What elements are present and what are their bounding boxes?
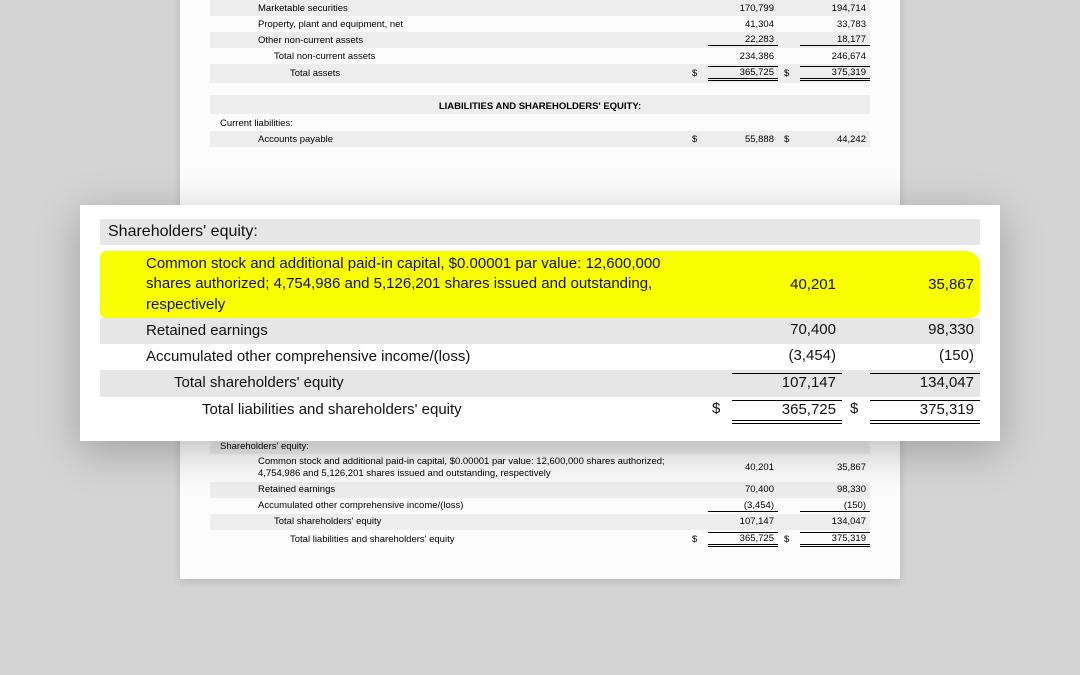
table-row: Accumulated other comprehensive income/(… <box>100 344 980 370</box>
table-row: Total liabilities and shareholders' equi… <box>100 397 980 427</box>
row-value-col1: 107,147 <box>732 373 842 391</box>
row-label: Marketable securities <box>232 3 686 14</box>
row-value-col1: 170,799 <box>708 3 778 14</box>
row-label: Total liabilities and shareholders' equi… <box>128 400 704 420</box>
table-row: Retained earnings 70,400 98,330 <box>210 482 870 498</box>
row-label: Retained earnings <box>232 484 686 495</box>
row-value-col2: 18,177 <box>800 34 870 46</box>
currency-symbol: $ <box>842 400 870 417</box>
table-row: Total non-current assets 234,386 246,674 <box>210 48 870 64</box>
row-value-col2: 246,674 <box>800 51 870 62</box>
row-label: Property, plant and equipment, net <box>232 19 686 30</box>
table-row: Marketable securities 170,799 194,714 <box>210 0 870 16</box>
row-label: Accumulated other comprehensive income/(… <box>128 347 704 367</box>
row-value-col2: 375,319 <box>800 66 870 81</box>
row-value-col2: 375,319 <box>800 532 870 547</box>
subsection-heading: Current liabilities: <box>210 114 870 131</box>
row-value-col2: 44,242 <box>800 134 870 145</box>
table-row: Total liabilities and shareholders' equi… <box>210 530 870 549</box>
row-value-col2: 134,047 <box>870 373 980 391</box>
currency-symbol: $ <box>704 400 732 417</box>
row-value-col2: (150) <box>800 500 870 512</box>
row-value-col1: 22,283 <box>708 34 778 46</box>
row-value-col1: (3,454) <box>732 347 842 364</box>
row-value-col2: 33,783 <box>800 19 870 30</box>
row-value-col1: 41,304 <box>708 19 778 30</box>
currency-symbol: $ <box>686 534 708 545</box>
row-value-col2: 35,867 <box>800 462 870 473</box>
table-row: Accumulated other comprehensive income/(… <box>210 498 870 514</box>
row-value-col1: 234,386 <box>708 51 778 62</box>
row-label: Accounts payable <box>232 134 686 145</box>
currency-symbol: $ <box>686 134 708 145</box>
table-row: Property, plant and equipment, net 41,30… <box>210 16 870 32</box>
currency-symbol: $ <box>778 68 800 79</box>
highlighted-row: Common stock and additional paid-in capi… <box>100 251 980 318</box>
row-value-col1: 365,725 <box>732 400 842 424</box>
row-value-col2: 134,047 <box>800 516 870 527</box>
row-label: Total shareholders' equity <box>232 516 686 527</box>
callout-title: Shareholders' equity: <box>100 219 980 245</box>
section-heading: LIABILITIES AND SHAREHOLDERS' EQUITY: <box>210 95 870 114</box>
row-label: Common stock and additional paid-in capi… <box>232 456 686 480</box>
table-row: Common stock and additional paid-in capi… <box>210 454 870 482</box>
table-row: Total shareholders' equity 107,147 134,0… <box>210 514 870 530</box>
row-label: Total assets <box>232 68 686 79</box>
row-label: Other non-current assets <box>232 35 686 46</box>
row-value-col1: (3,454) <box>708 500 778 512</box>
table-row: Accounts payable $55,888 $44,242 <box>210 131 870 147</box>
currency-symbol: $ <box>686 68 708 79</box>
row-value-col2: 98,330 <box>870 321 980 338</box>
row-value-col1: 40,201 <box>708 462 778 473</box>
row-label: Total liabilities and shareholders' equi… <box>232 534 686 545</box>
currency-symbol: $ <box>778 534 800 545</box>
row-value-col1: 70,400 <box>708 484 778 495</box>
table-row: Total shareholders' equity 107,147 134,0… <box>100 370 980 396</box>
table-row: Retained earnings 70,400 98,330 <box>100 318 980 344</box>
row-value-col2: 194,714 <box>800 3 870 14</box>
table-row: Total assets $365,725 $375,319 <box>210 64 870 83</box>
row-value-col2: 35,867 <box>870 276 980 293</box>
row-value-col1: 55,888 <box>708 134 778 145</box>
row-value-col1: 107,147 <box>708 516 778 527</box>
currency-symbol: $ <box>778 134 800 145</box>
row-value-col2: (150) <box>870 347 980 364</box>
row-label: Total shareholders' equity <box>128 373 704 393</box>
row-value-col1: 40,201 <box>732 276 842 293</box>
table-row: Other non-current assets 22,283 18,177 <box>210 32 870 48</box>
shareholders-equity-callout: Shareholders' equity: Common stock and a… <box>80 205 1000 441</box>
row-label: Total non-current assets <box>232 51 686 62</box>
row-label: Common stock and additional paid-in capi… <box>128 254 704 315</box>
row-value-col1: 365,725 <box>708 532 778 547</box>
row-value-col2: 98,330 <box>800 484 870 495</box>
row-value-col1: 365,725 <box>708 66 778 81</box>
row-value-col1: 70,400 <box>732 321 842 338</box>
row-label: Retained earnings <box>128 321 704 341</box>
row-value-col2: 375,319 <box>870 400 980 424</box>
row-label: Accumulated other comprehensive income/(… <box>232 500 686 511</box>
